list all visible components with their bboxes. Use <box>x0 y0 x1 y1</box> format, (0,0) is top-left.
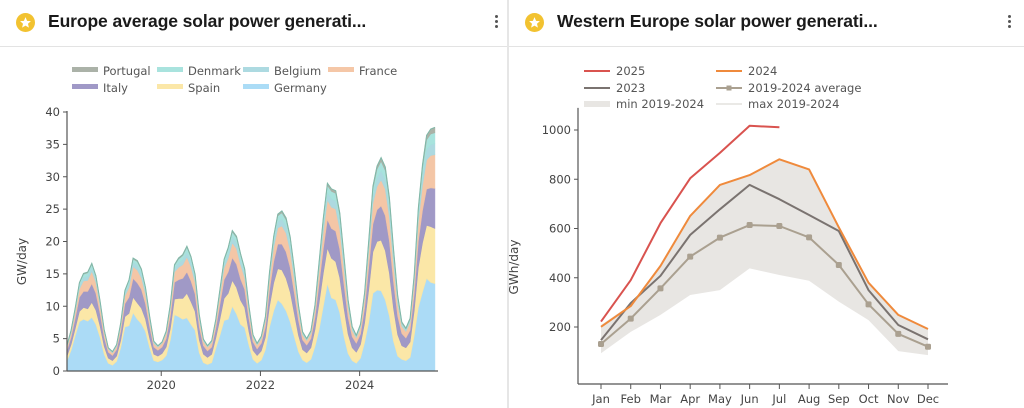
legend-item-denmark[interactable]: Denmark <box>157 64 241 78</box>
point-2019-2024-average <box>806 234 813 241</box>
line-2024 <box>600 158 929 330</box>
y-tick-label: 400 <box>549 271 571 285</box>
y-tick-label: 5 <box>53 332 60 346</box>
point-2019-2024-average <box>835 261 842 268</box>
x-tick-label: Apr <box>680 392 700 406</box>
x-tick-label: Dec <box>917 392 939 406</box>
legend-item-2025[interactable]: 2025 <box>584 64 645 78</box>
legend-swatch <box>72 84 98 89</box>
legend-item-italy[interactable]: Italy <box>72 81 128 95</box>
point-2019-2024-average <box>716 234 723 241</box>
legend-swatch <box>243 67 269 72</box>
x-tick-label: 2022 <box>246 378 275 392</box>
card-header: Europe average solar power generati... <box>0 0 507 47</box>
legend-item-2019-2024-average[interactable]: 2019-2024 average <box>716 81 861 95</box>
legend-label: France <box>359 64 397 78</box>
x-tick-label: Feb <box>621 392 641 406</box>
legend-label: 2025 <box>616 64 645 78</box>
legend-item-france[interactable]: France <box>328 64 397 78</box>
y-tick-label: 800 <box>549 172 571 186</box>
y-tick-label: 600 <box>549 222 571 236</box>
panel-divider <box>507 0 509 408</box>
legend-label: max 2019-2024 <box>748 97 839 111</box>
star-icon[interactable] <box>16 13 35 32</box>
kebab-menu-icon[interactable] <box>1007 15 1013 31</box>
legend-item-min-2019-2024[interactable]: min 2019-2024 <box>584 97 704 111</box>
area-top-outline <box>66 126 436 353</box>
y-tick-label: 25 <box>45 202 60 216</box>
point-2019-2024-average <box>895 330 902 337</box>
legend-label: Denmark <box>188 64 241 78</box>
legend-swatch <box>328 67 354 72</box>
legend-item-2023[interactable]: 2023 <box>584 81 645 95</box>
y-tick-label: 15 <box>45 267 60 281</box>
y-axis-label: GW/day <box>15 238 29 285</box>
legend-label: Spain <box>188 81 220 95</box>
legend-item-max-2019-2024[interactable]: max 2019-2024 <box>716 97 839 111</box>
line-2025 <box>600 124 780 323</box>
x-tick-label: Sep <box>828 392 850 406</box>
x-tick-label: Nov <box>887 392 910 406</box>
y-tick-label: 10 <box>45 299 60 313</box>
point-2019-2024-average <box>865 301 872 308</box>
legend-swatch <box>243 84 269 89</box>
line-2023 <box>600 183 929 341</box>
europe-solar-card: Europe average solar power generati... P… <box>0 0 507 408</box>
legend-item-portugal[interactable]: Portugal <box>72 64 151 78</box>
legend-label: 2024 <box>748 64 777 78</box>
legend-label: Belgium <box>274 64 321 78</box>
x-tick-label: May <box>708 392 732 406</box>
legend-item-belgium[interactable]: Belgium <box>243 64 321 78</box>
legend-label: Portugal <box>103 64 151 78</box>
x-tick-label: Oct <box>859 392 879 406</box>
legend-item-germany[interactable]: Germany <box>243 81 327 95</box>
point-2019-2024-average <box>657 285 664 292</box>
card-title: Western Europe solar power generati... <box>557 11 878 31</box>
line-chart: 2025 2024 2023 2019-2024 average min 2019-20… <box>509 64 948 406</box>
y-tick-label: 200 <box>549 320 571 334</box>
x-tick-label: Aug <box>798 392 820 406</box>
x-tick-label: Jun <box>740 392 759 406</box>
card-header: Western Europe solar power generati... <box>509 0 1024 47</box>
y-tick-label: 0 <box>53 364 60 378</box>
y-axis-label: GWh/day <box>509 240 521 295</box>
y-tick-label: 30 <box>45 170 60 184</box>
legend-swatch <box>72 67 98 72</box>
x-tick-label: 2020 <box>147 378 176 392</box>
point-2019-2024-average <box>746 222 753 229</box>
x-tick-label: Mar <box>650 392 672 406</box>
legend-item-2024[interactable]: 2024 <box>716 64 777 78</box>
legend-swatch <box>157 67 183 72</box>
x-tick-label: 2024 <box>345 378 374 392</box>
line-2019-2024-average <box>600 224 929 348</box>
x-tick-label: Jul <box>771 392 786 406</box>
western-europe-solar-card: Western Europe solar power generati... 2… <box>509 0 1024 408</box>
legend-label: 2019-2024 average <box>748 81 861 95</box>
point-2019-2024-average <box>776 223 783 230</box>
y-tick-label: 35 <box>45 137 60 151</box>
legend-label: Germany <box>274 81 327 95</box>
card-title: Europe average solar power generati... <box>48 11 367 31</box>
point-2019-2024-average <box>925 343 931 350</box>
point-2019-2024-average <box>627 315 634 322</box>
min-max-band <box>601 159 928 356</box>
kebab-menu-icon[interactable] <box>494 15 500 31</box>
point-2019-2024-average <box>687 253 694 260</box>
legend-swatch <box>584 101 610 107</box>
y-tick-label: 40 <box>45 105 60 119</box>
x-tick-label: Jan <box>591 392 610 406</box>
legend-marker <box>726 85 732 91</box>
legend-label: Italy <box>103 81 128 95</box>
star-icon[interactable] <box>525 13 544 32</box>
legend-label: min 2019-2024 <box>616 97 704 111</box>
legend-item-spain[interactable]: Spain <box>157 81 220 95</box>
legend-label: 2023 <box>616 81 645 95</box>
point-2019-2024-average <box>598 340 604 347</box>
y-tick-label: 1000 <box>542 123 571 137</box>
legend-swatch <box>157 84 183 89</box>
y-tick-label: 20 <box>45 235 60 249</box>
stacked-area-chart: Portugal Denmark Belgium France Italy Spain Ge… <box>15 64 438 392</box>
